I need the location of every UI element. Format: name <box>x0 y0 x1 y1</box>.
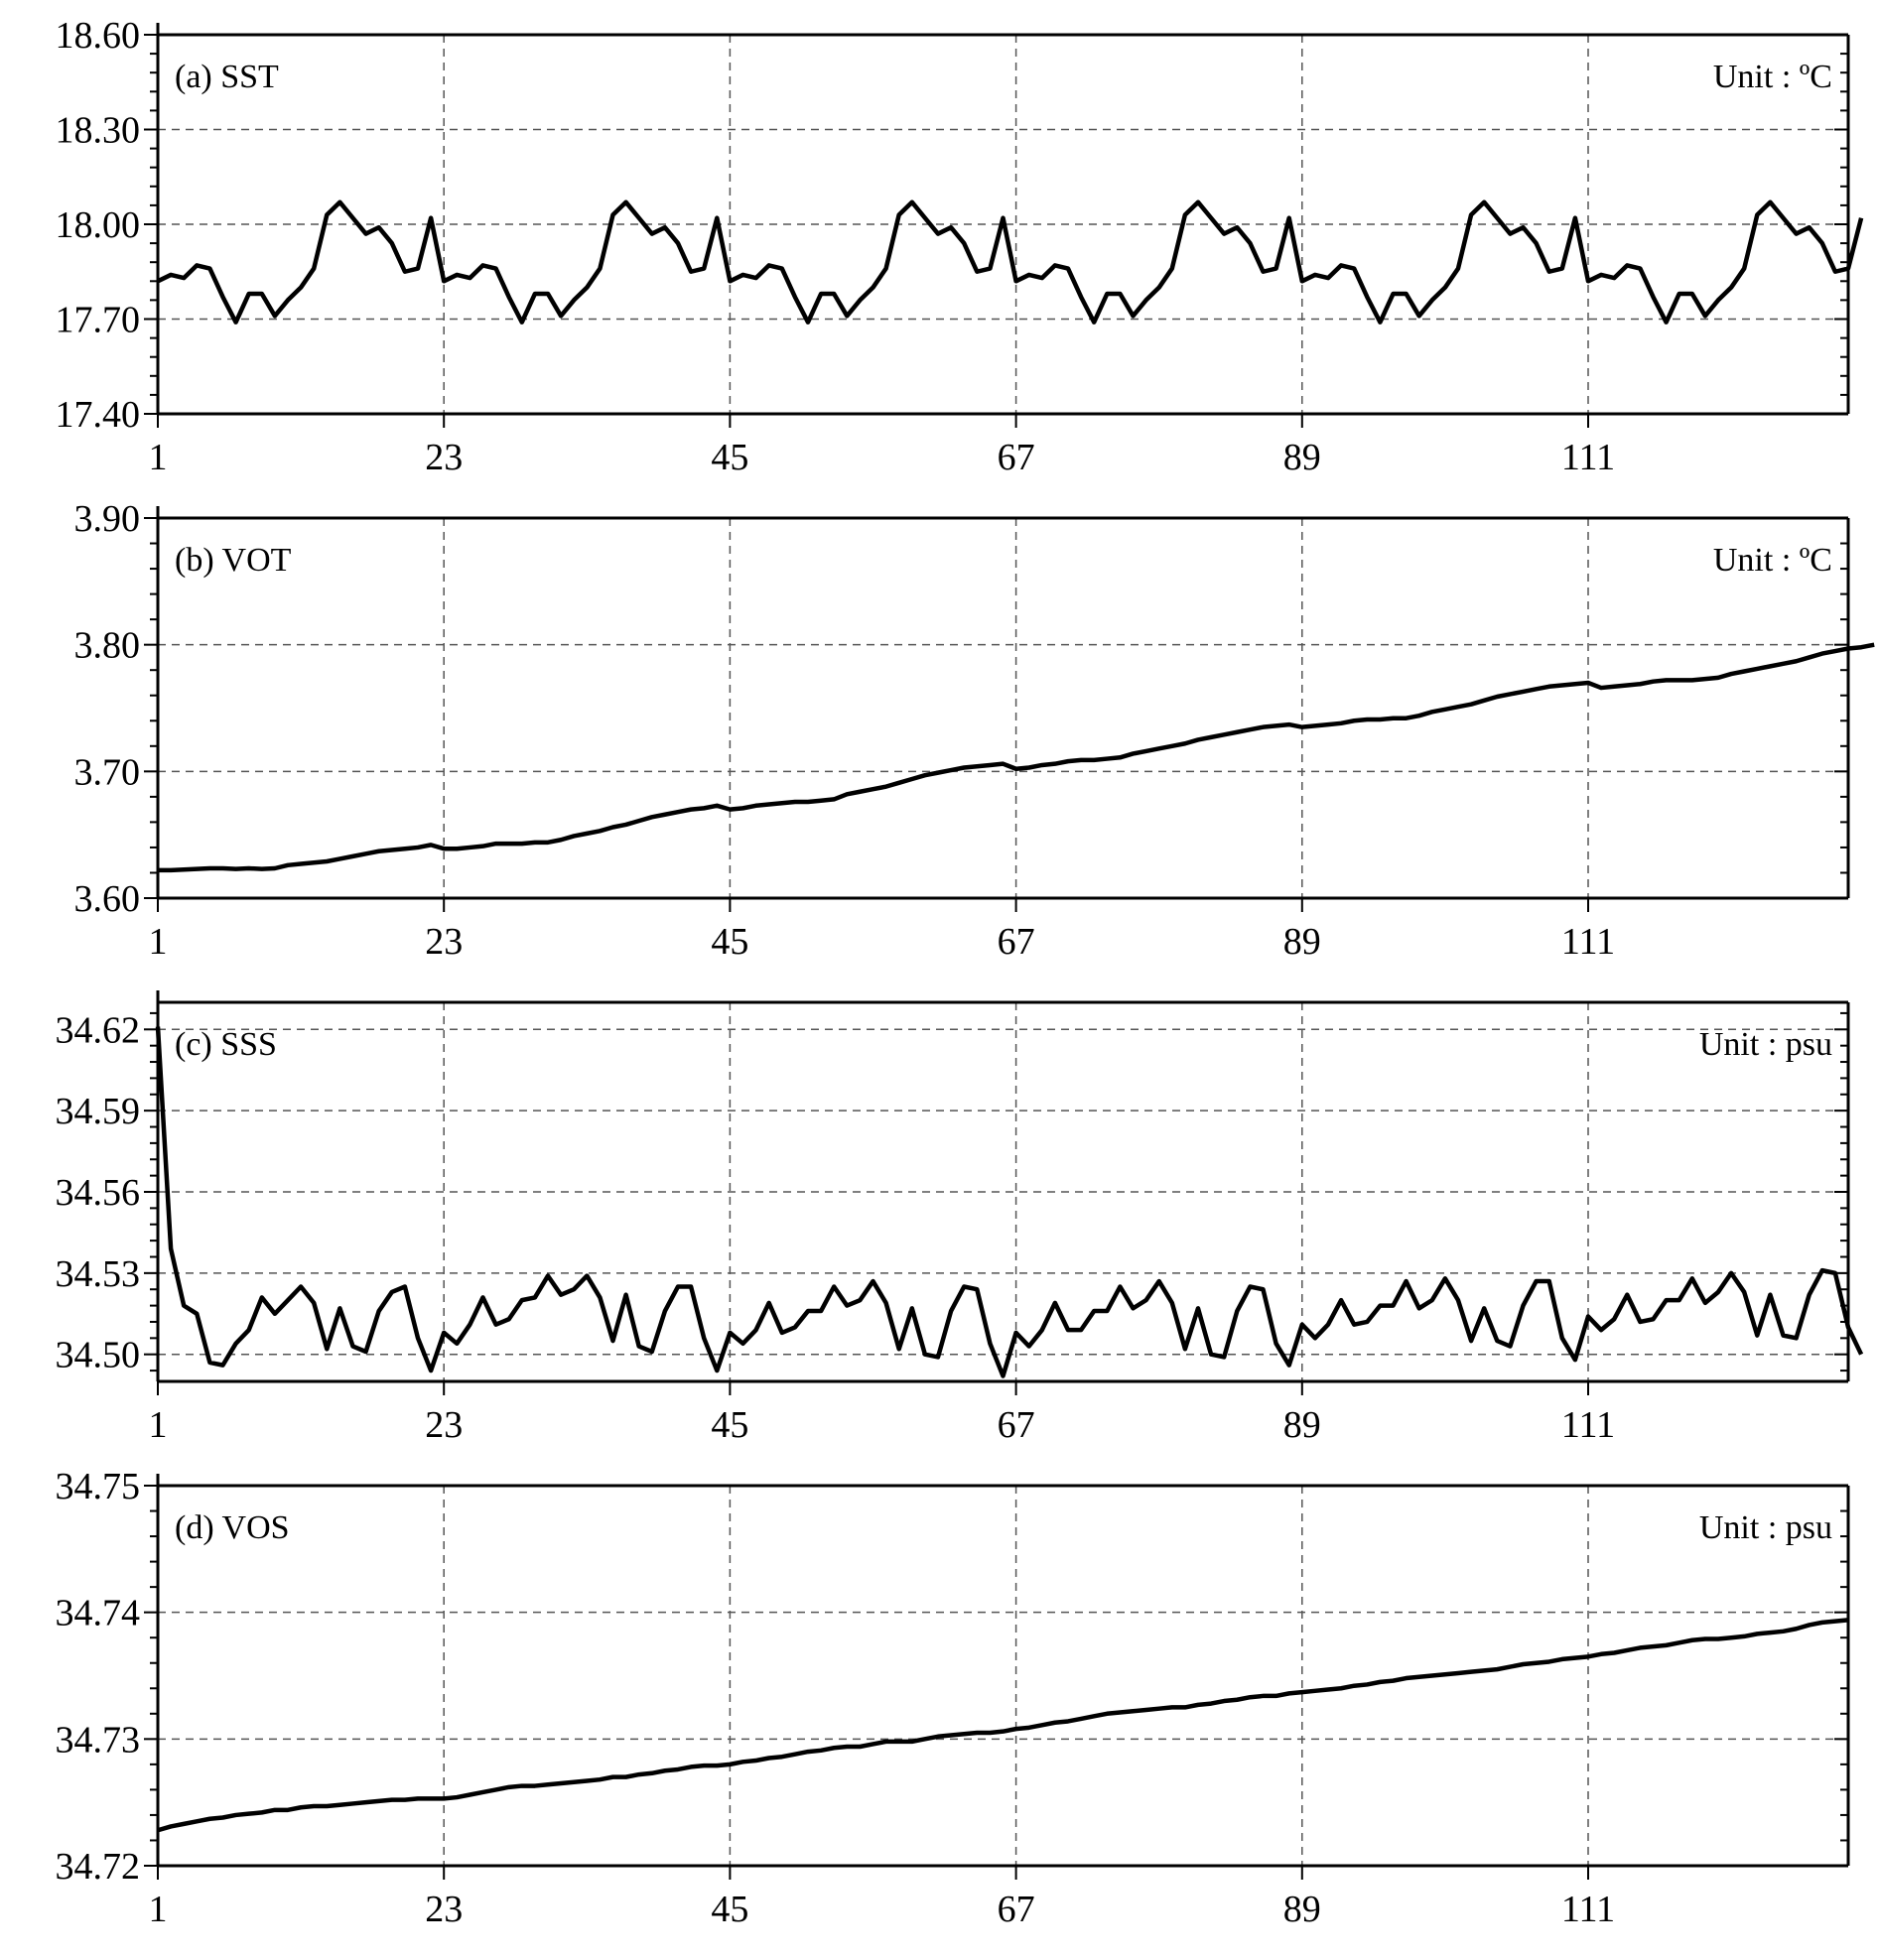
y-tick-label: 34.72 <box>56 1846 141 1888</box>
y-tick-label: 34.62 <box>56 1009 141 1051</box>
x-tick-label: 67 <box>998 1404 1035 1446</box>
unit-label: Unit : ºC <box>1713 59 1832 95</box>
y-tick-label: 18.30 <box>56 110 141 152</box>
y-tick-label: 34.59 <box>56 1091 141 1132</box>
chart-panel-0: 17.40 17.70 18.00 18.30 18.60 1 23 45 67 89 111 (a)… <box>56 15 1864 478</box>
x-tick-label: 67 <box>998 437 1035 478</box>
x-tick-label: 45 <box>711 1889 748 1930</box>
y-tick-label: 34.74 <box>56 1593 141 1634</box>
x-tick-label: 111 <box>1561 437 1615 478</box>
x-tick-label: 89 <box>1283 437 1321 478</box>
chart-panel-2: 34.50 34.53 34.56 34.59 34.62 1 23 45 67 89 111 (c)… <box>56 990 1864 1446</box>
series-line <box>155 1026 1864 1378</box>
y-tick-label: 18.60 <box>56 15 141 57</box>
panel-title: (d) VOS <box>175 1509 290 1546</box>
unit-label: Unit : psu <box>1699 1509 1832 1546</box>
y-tick-label: 34.56 <box>56 1172 141 1214</box>
y-tick-label: 3.90 <box>74 498 141 540</box>
x-tick-label: 89 <box>1283 1889 1321 1930</box>
y-tick-label: 3.70 <box>74 751 141 793</box>
series-line <box>158 642 1875 873</box>
y-tick-label: 34.73 <box>56 1719 141 1761</box>
panel-title: (b) VOT <box>175 542 292 579</box>
y-tick-label: 18.00 <box>56 204 141 246</box>
x-tick-label: 45 <box>711 437 748 478</box>
y-tick-label: 3.80 <box>74 625 141 667</box>
y-tick-label: 17.70 <box>56 300 141 341</box>
y-tick-label: 34.50 <box>56 1335 141 1376</box>
x-tick-label: 111 <box>1561 1889 1615 1930</box>
y-tick-label: 3.60 <box>74 878 141 920</box>
chart-panel-3: 34.72 34.73 34.74 34.75 1 23 45 67 89 111 (d) VOS U… <box>56 1466 1850 1930</box>
unit-label: Unit : psu <box>1699 1026 1832 1063</box>
x-tick-label: 1 <box>149 437 168 478</box>
x-tick-label: 23 <box>425 437 463 478</box>
chart-panel-1: 3.60 3.70 3.80 3.90 1 23 45 67 89 111 (b) VOT Unit … <box>74 498 1875 963</box>
x-tick-label: 111 <box>1561 1404 1615 1446</box>
series-line <box>157 1618 1849 1833</box>
x-tick-label: 89 <box>1283 1404 1321 1446</box>
x-tick-label: 111 <box>1561 921 1615 963</box>
unit-label: Unit : ºC <box>1713 542 1832 579</box>
y-tick-label: 17.40 <box>56 394 141 436</box>
y-tick-label: 34.53 <box>56 1253 141 1295</box>
x-tick-label: 45 <box>711 921 748 963</box>
series-line <box>157 199 1864 325</box>
x-tick-label: 23 <box>425 1889 463 1930</box>
x-tick-label: 67 <box>998 921 1035 963</box>
panel-title: (c) SSS <box>175 1026 277 1063</box>
y-tick-label: 34.75 <box>56 1466 141 1507</box>
x-tick-label: 1 <box>149 1889 168 1930</box>
x-tick-label: 89 <box>1283 921 1321 963</box>
panel-title: (a) SST <box>175 59 279 95</box>
x-tick-label: 1 <box>149 921 168 963</box>
x-tick-label: 1 <box>149 1404 168 1446</box>
x-tick-label: 67 <box>998 1889 1035 1930</box>
x-tick-label: 23 <box>425 1404 463 1446</box>
x-tick-label: 45 <box>711 1404 748 1446</box>
x-tick-label: 23 <box>425 921 463 963</box>
